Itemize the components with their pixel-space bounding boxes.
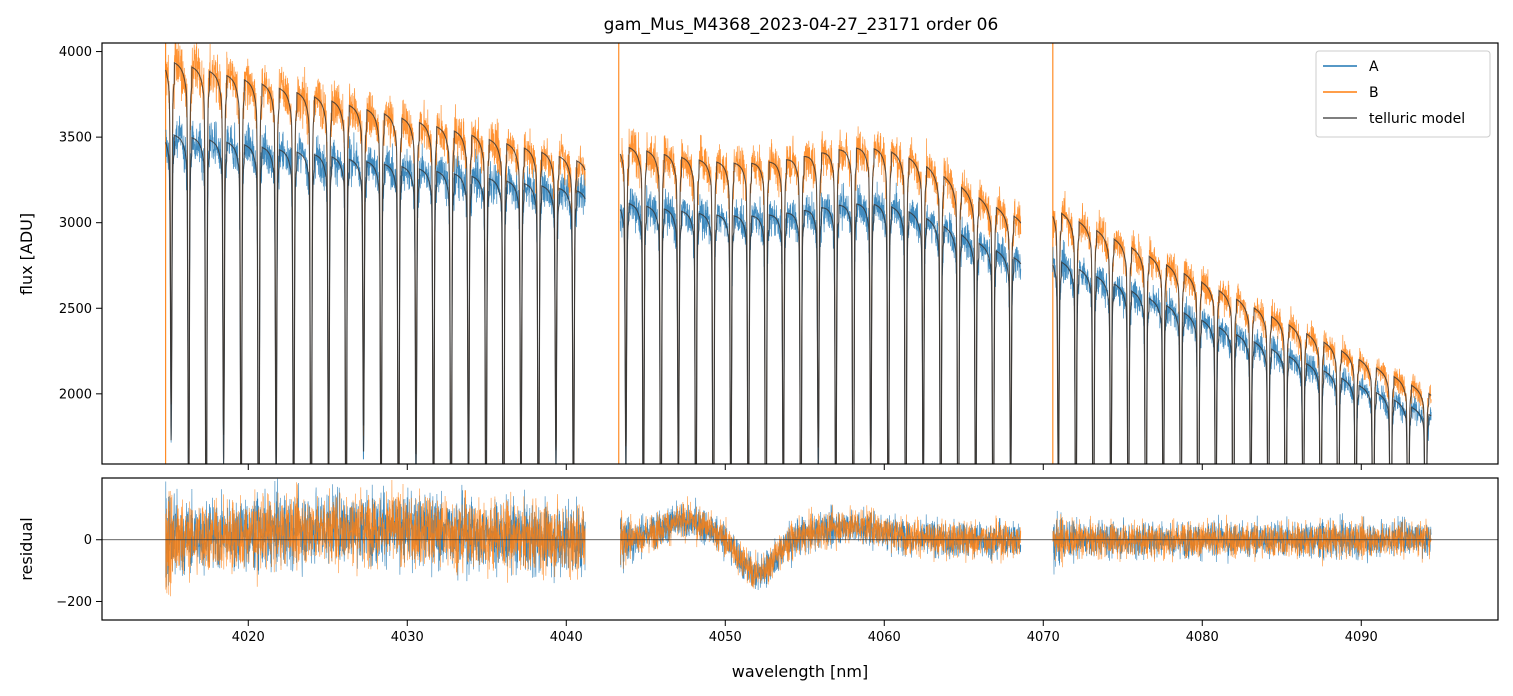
legend-box [1315,50,1491,138]
residual-axes-frame [101,477,1499,621]
telluric-model-line-a [1052,261,1432,464]
telluric-model-line-a [619,202,1022,464]
flux-axis-label: flux [ADU] [17,213,36,295]
wavelength-axis-label: wavelength [nm] [732,662,869,681]
residual-ytick-label: −200 [56,595,92,610]
residual-axis-label: residual [17,517,36,580]
flux-ytick-label: 3500 [59,131,92,146]
residual-b-line [620,496,1022,589]
residual-xtick-label: 4080 [1186,630,1219,645]
legend-label-b: B [1369,85,1379,101]
residual-plot-area [102,478,1498,597]
residual-xtick-label: 4070 [1027,630,1060,645]
flux-plot-area [164,43,1432,464]
figure-title: gam_Mus_M4368_2023-04-27_23171 order 06 [604,15,999,35]
telluric-model-line-b [1052,212,1432,464]
series-a-line [165,115,586,464]
series-a-line [1052,239,1432,464]
legend-label-telluric: telluric model [1369,111,1465,127]
residual-b-line [165,479,586,597]
telluric-model-line-a [165,134,586,464]
residual-xtick-label: 4030 [391,630,424,645]
flux-axes-frame [101,42,1499,465]
flux-ytick-label: 3000 [59,216,92,231]
residual-xtick-label: 4060 [868,630,901,645]
telluric-model-line-b [165,61,586,464]
residual-xtick-label: 4020 [232,630,265,645]
series-b-line [1052,190,1432,464]
flux-ytick-label: 2000 [59,387,92,402]
residual-axis-ticks: −200 0 4020 4030 4040 4050 4060 4070 4080 4090 [56,533,1378,645]
residual-xtick-label: 4090 [1345,630,1378,645]
residual-ytick-label: 0 [84,533,92,548]
flux-ytick-label: 4000 [59,45,92,60]
flux-panel: 2000 2500 3000 3500 4000 flux [ADU] [17,42,1499,470]
telluric-model-line-b [619,146,1022,464]
flux-axis-ticks: 2000 2500 3000 3500 4000 [59,45,1362,470]
series-b-line [165,43,586,464]
legend: A B telluric model [1315,50,1491,138]
legend-label-a: A [1369,59,1379,75]
residual-panel: −200 0 4020 4030 4040 4050 4060 4070 4080 4090 re… [17,477,1499,681]
residual-xtick-label: 4040 [550,630,583,645]
flux-ytick-label: 2500 [59,302,92,317]
residual-xtick-label: 4050 [709,630,742,645]
